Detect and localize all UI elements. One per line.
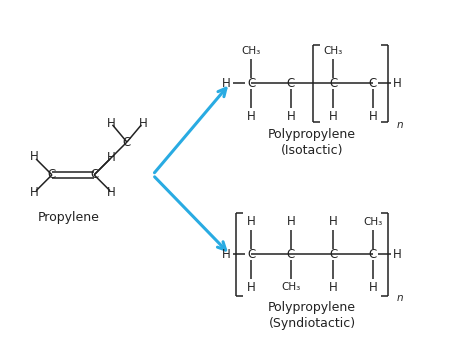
Text: Propylene: Propylene	[37, 210, 99, 224]
Text: H: H	[222, 77, 231, 90]
Text: H: H	[328, 281, 337, 294]
Text: H: H	[107, 151, 116, 164]
Text: H: H	[107, 186, 116, 199]
Text: C: C	[247, 248, 255, 261]
Text: C: C	[90, 168, 98, 181]
Text: H: H	[222, 248, 231, 261]
Text: Polypropylene: Polypropylene	[268, 128, 356, 141]
Text: C: C	[369, 248, 377, 261]
Text: C: C	[329, 77, 337, 90]
Text: C: C	[369, 77, 377, 90]
Text: Polypropylene: Polypropylene	[268, 301, 356, 314]
Text: H: H	[286, 110, 295, 123]
Text: H: H	[393, 248, 401, 261]
Text: H: H	[246, 281, 255, 294]
Text: CH₃: CH₃	[281, 282, 301, 292]
Text: H: H	[368, 110, 377, 123]
Text: C: C	[48, 168, 56, 181]
Text: C: C	[287, 248, 295, 261]
Text: H: H	[328, 215, 337, 228]
Text: CH₃: CH₃	[241, 46, 261, 56]
Text: C: C	[329, 248, 337, 261]
Text: H: H	[393, 77, 401, 90]
Text: (Isotactic): (Isotactic)	[281, 144, 343, 157]
Text: n: n	[396, 120, 403, 130]
Text: H: H	[138, 117, 147, 129]
Text: (Syndiotactic): (Syndiotactic)	[268, 317, 356, 330]
Text: C: C	[247, 77, 255, 90]
Text: H: H	[246, 110, 255, 123]
Text: n: n	[396, 293, 403, 303]
Text: H: H	[30, 150, 39, 164]
Text: CH₃: CH₃	[363, 217, 383, 227]
Text: H: H	[246, 215, 255, 228]
Text: H: H	[30, 186, 39, 199]
Text: H: H	[368, 281, 377, 294]
Text: H: H	[328, 110, 337, 123]
Text: C: C	[123, 136, 131, 149]
Text: C: C	[287, 77, 295, 90]
Text: CH₃: CH₃	[323, 46, 343, 56]
Text: H: H	[107, 117, 115, 129]
Text: H: H	[286, 215, 295, 228]
